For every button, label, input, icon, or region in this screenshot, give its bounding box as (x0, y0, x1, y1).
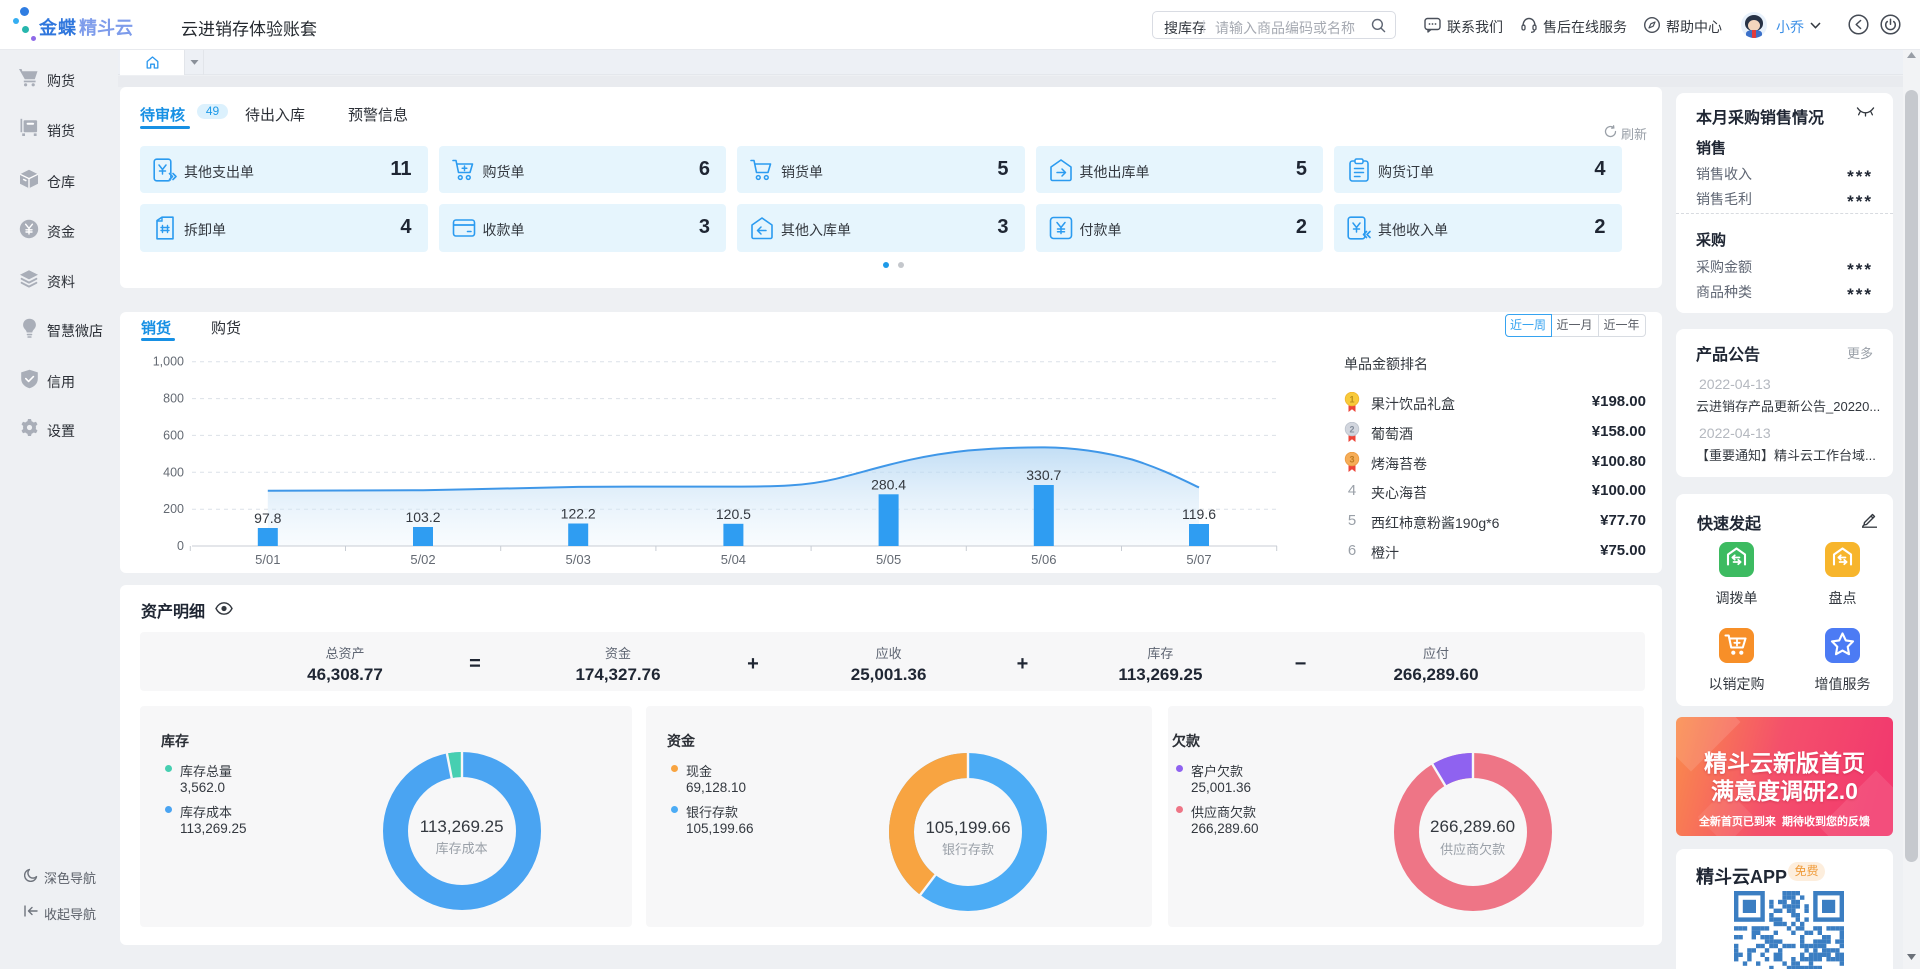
svg-text:5/02: 5/02 (410, 552, 435, 567)
svg-text:5/06: 5/06 (1031, 552, 1056, 567)
svg-text:120.5: 120.5 (716, 506, 751, 522)
svg-text:5/01: 5/01 (255, 552, 280, 567)
svg-text:5/07: 5/07 (1186, 552, 1211, 567)
svg-text:1,000: 1,000 (153, 355, 184, 369)
svg-text:400: 400 (163, 465, 184, 479)
svg-text:97.8: 97.8 (254, 510, 281, 526)
svg-text:280.4: 280.4 (871, 476, 906, 492)
svg-text:800: 800 (163, 392, 184, 406)
svg-text:1: 1 (1349, 394, 1354, 404)
svg-text:119.6: 119.6 (1182, 506, 1216, 522)
svg-text:103.2: 103.2 (405, 509, 440, 525)
svg-text:3: 3 (1349, 454, 1354, 464)
svg-text:5/05: 5/05 (876, 552, 901, 567)
svg-text:600: 600 (163, 428, 184, 442)
svg-text:200: 200 (163, 502, 184, 516)
svg-text:330.7: 330.7 (1026, 467, 1061, 483)
svg-text:5/03: 5/03 (566, 552, 591, 567)
svg-text:122.2: 122.2 (561, 506, 596, 522)
svg-text:0: 0 (177, 539, 184, 553)
svg-text:2: 2 (1349, 424, 1354, 434)
svg-text:5/04: 5/04 (721, 552, 746, 567)
